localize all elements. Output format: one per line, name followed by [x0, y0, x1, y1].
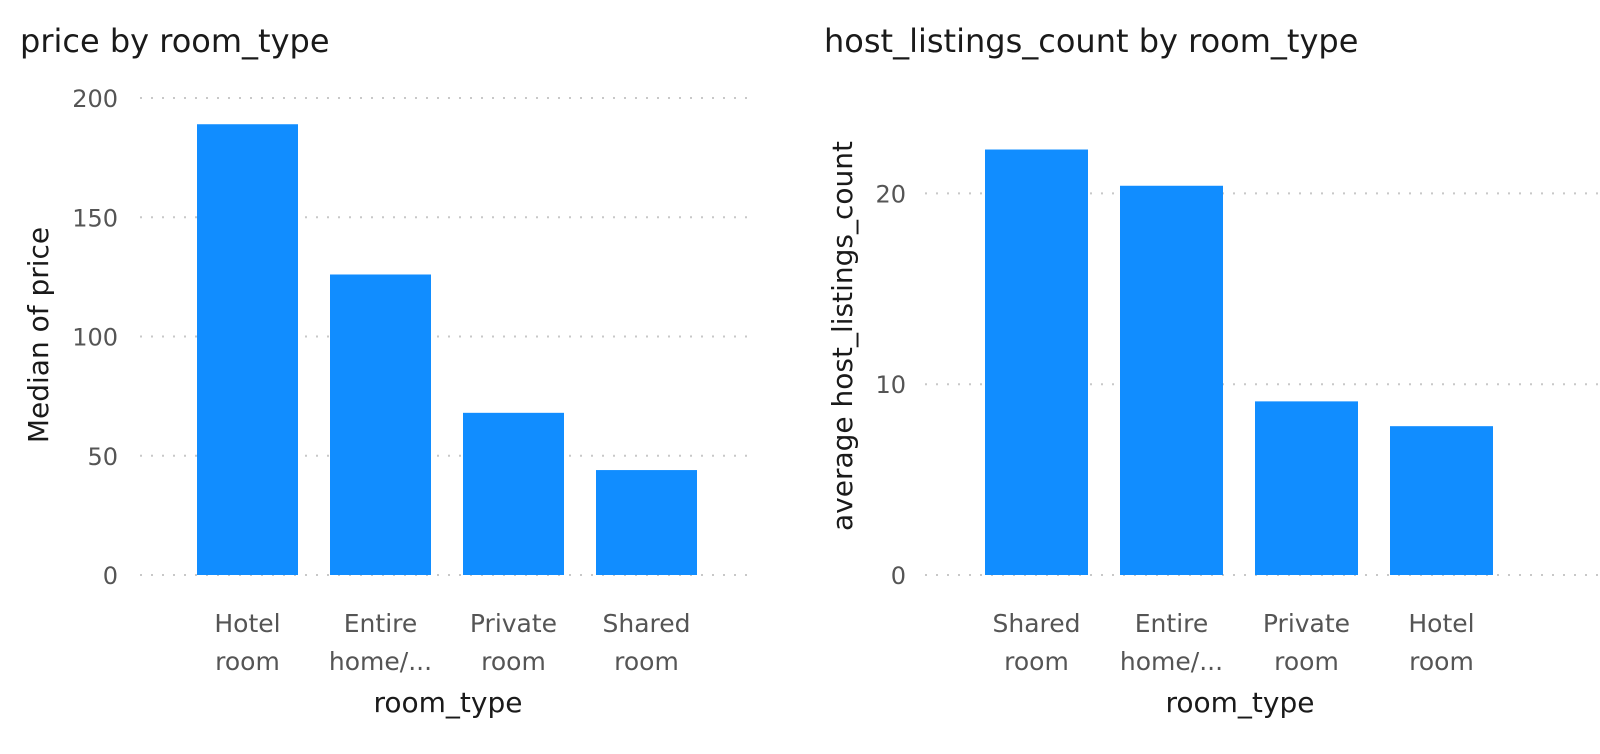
bar — [330, 274, 431, 575]
bar — [463, 412, 564, 575]
y-tick-label: 100 — [72, 324, 118, 352]
median-price-plot: 0 50 100 150 200 Hotel room Entire home/... Priva… — [22, 85, 752, 719]
x-axis-title: room_type — [374, 686, 523, 719]
x-category-label: room — [1409, 647, 1474, 676]
x-category-label: Shared — [992, 609, 1080, 638]
x-category-label: room — [1274, 647, 1339, 676]
chart-title: host_listings_count by room_type — [824, 22, 1359, 60]
bar — [1120, 185, 1223, 575]
y-tick-label: 50 — [87, 443, 118, 471]
host-listings-chart: host_listings_count by room_type 0 10 20 Sh… — [800, 0, 1600, 754]
x-category-label: room — [481, 647, 546, 676]
x-category-label: room — [215, 647, 280, 676]
chart-title: price by room_type — [20, 22, 330, 60]
x-category-label: room — [1004, 647, 1069, 676]
x-category-label: home/... — [329, 647, 432, 676]
y-tick-label: 10 — [875, 371, 906, 399]
host-listings-plot: 0 10 20 Shared room Entire home/... Private room… — [826, 141, 1600, 719]
y-tick-label: 0 — [103, 562, 118, 590]
bar — [197, 124, 298, 576]
bar — [596, 470, 697, 575]
x-category-label: Hotel — [1408, 609, 1474, 638]
x-category-label: Private — [1263, 609, 1350, 638]
y-tick-label: 200 — [72, 85, 118, 113]
bar — [1255, 401, 1358, 575]
x-category-label: Private — [470, 609, 557, 638]
x-category-label: Shared — [602, 609, 690, 638]
x-category-label: home/... — [1120, 647, 1223, 676]
y-axis-title: Median of price — [22, 227, 55, 443]
x-category-label: Entire — [344, 609, 418, 638]
bar — [1390, 426, 1493, 575]
y-axis-title: average host_listings_count — [826, 141, 859, 531]
median-price-chart: price by room_type 0 50 100 150 200 Hotel room… — [20, 22, 752, 719]
x-axis-title: room_type — [1166, 686, 1315, 719]
x-category-label: Entire — [1135, 609, 1209, 638]
x-category-label: room — [614, 647, 679, 676]
y-tick-label: 20 — [875, 180, 906, 208]
bar — [985, 149, 1088, 576]
y-tick-label: 0 — [891, 562, 906, 590]
x-category-label: Hotel — [214, 609, 280, 638]
y-tick-label: 150 — [72, 204, 118, 232]
